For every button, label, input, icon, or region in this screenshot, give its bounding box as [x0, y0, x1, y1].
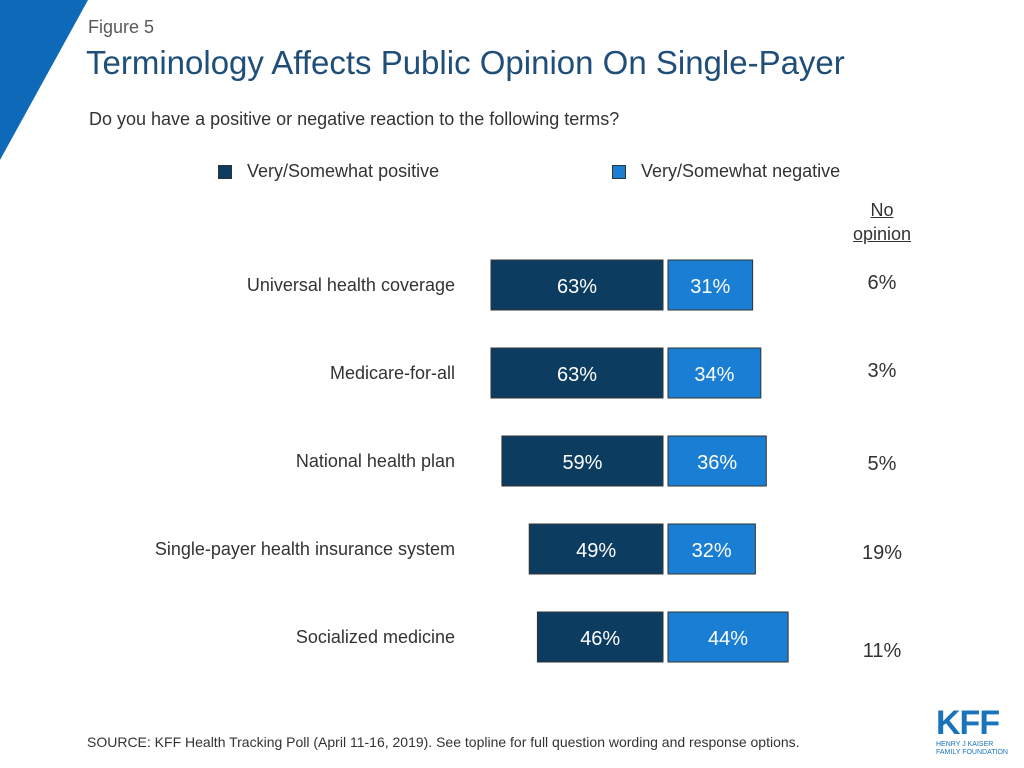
legend-item-negative: Very/Somewhat negative: [612, 161, 840, 182]
survey-question: Do you have a positive or negative react…: [89, 109, 620, 129]
legend-item-positive: Very/Somewhat positive: [218, 161, 439, 182]
category-label: Universal health coverage: [247, 275, 455, 295]
legend-swatch-positive: [218, 164, 232, 179]
chart-title: Terminology Affects Public Opinion On Si…: [86, 44, 845, 81]
bar-label-positive: 49%: [576, 540, 616, 562]
no-opinion-value: 19%: [862, 542, 902, 564]
bar-label-negative: 36%: [697, 452, 737, 474]
category-label: National health plan: [296, 451, 455, 471]
bar-label-negative: 32%: [692, 540, 732, 562]
source-note: SOURCE: KFF Health Tracking Poll (April …: [87, 734, 800, 750]
bar-label-negative: 31%: [690, 276, 730, 298]
corner-accent-triangle: [0, 0, 88, 160]
legend-swatch-negative: [612, 164, 626, 179]
logo-subtitle: Henry J Kaiser Family Foundation: [936, 741, 1012, 757]
category-label: Socialized medicine: [296, 627, 455, 647]
bar-negative: [667, 435, 767, 487]
bar-label-positive: 46%: [580, 628, 620, 650]
bar-positive: [528, 523, 664, 575]
legend-label-positive: Very/Somewhat positive: [247, 161, 440, 181]
no-opinion-header-line2: opinion: [852, 224, 912, 244]
bar-label-positive: 59%: [562, 452, 602, 474]
bar-label-positive: 63%: [557, 276, 597, 298]
bar-chart: Universal health coverage 63% 31% 6% Medicar…: [155, 259, 902, 663]
bar-positive: [501, 435, 664, 487]
bar-negative: [667, 347, 762, 399]
no-opinion-value: 11%: [863, 640, 902, 662]
bar-label-positive: 63%: [557, 364, 597, 386]
no-opinion-value: 6%: [868, 272, 897, 294]
no-opinion-header-line1: No: [870, 200, 894, 220]
logo-line1: Henry J Kaiser: [936, 741, 994, 748]
logo-mark: KFF: [936, 704, 1000, 742]
bar-positive: [536, 611, 664, 663]
bar-label-negative: 44%: [708, 628, 748, 650]
logo-line2: Family Foundation: [936, 749, 1008, 756]
bar-negative: [667, 259, 754, 311]
no-opinion-value: 5%: [868, 453, 897, 475]
no-opinion-value: 3%: [868, 360, 897, 382]
figure-label: Figure 5: [88, 17, 155, 37]
kff-logo: KFF Henry J Kaiser Family Foundation: [936, 706, 1012, 757]
legend-label-negative: Very/Somewhat negative: [641, 161, 841, 181]
no-opinion-header: No opinion: [840, 198, 924, 246]
bar-positive: [490, 347, 664, 399]
category-label: Medicare-for-all: [330, 363, 455, 383]
bar-negative: [667, 523, 756, 575]
bar-label-negative: 34%: [694, 364, 734, 386]
bar-positive: [490, 259, 664, 311]
bar-negative: [667, 611, 789, 663]
category-label: Single-payer health insurance system: [155, 539, 455, 559]
